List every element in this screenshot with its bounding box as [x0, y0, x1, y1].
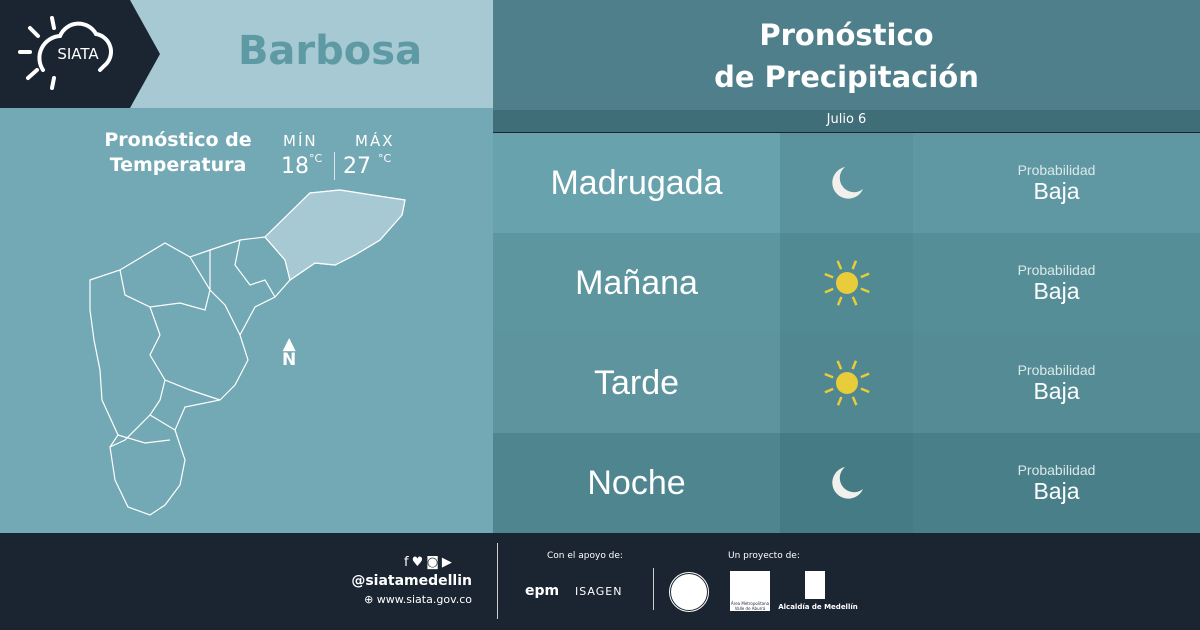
- probability: Probabilidad Baja: [913, 333, 1200, 433]
- probability-value: Baja: [1033, 377, 1080, 404]
- city-name: Barbosa: [237, 28, 423, 74]
- title-line: Pronóstico de: [104, 129, 252, 151]
- probability-label: Probabilidad: [1017, 461, 1096, 478]
- sun-icon: [780, 233, 913, 333]
- divider: [497, 543, 498, 619]
- alcaldia-shield-logo: [805, 571, 825, 599]
- svg-text:SIATA: SIATA: [57, 45, 99, 63]
- probability-value: Baja: [1033, 177, 1080, 204]
- globe-icon: ⊕: [364, 593, 377, 606]
- area-metropolitana-logo: Área Metropolitana Valle de Aburrá: [730, 571, 770, 611]
- alcaldia-logo: Alcaldía de Medellín: [778, 603, 858, 611]
- temperature-title: Pronóstico de Temperatura: [88, 128, 268, 178]
- probability-value: Baja: [1033, 277, 1080, 304]
- forecast-row: Tarde Probabilidad Baja: [493, 333, 1200, 433]
- divider: [334, 152, 335, 180]
- period-label: Madrugada: [493, 133, 780, 233]
- title-line: de Precipitación: [714, 60, 979, 94]
- period-label: Mañana: [493, 233, 780, 333]
- period-label: Tarde: [493, 333, 780, 433]
- moon-icon: [780, 433, 913, 533]
- probability-label: Probabilidad: [1017, 361, 1096, 378]
- probability-label: Probabilidad: [1017, 161, 1096, 178]
- social-icons[interactable]: f♥◙▶: [404, 555, 455, 570]
- max-temp: 27 °C: [343, 152, 392, 179]
- isagen-logo: ISAGEN: [575, 585, 623, 598]
- twitter-icon[interactable]: ♥: [411, 555, 427, 570]
- title-line: Temperatura: [109, 154, 247, 176]
- temperature-panel: [0, 108, 493, 533]
- precipitation-header: [493, 0, 1200, 112]
- social-handle[interactable]: @siatamedellin: [351, 573, 472, 589]
- project-label: Un proyecto de:: [728, 551, 800, 561]
- forecast-date: Julio 6: [493, 110, 1200, 132]
- max-label: MÁX: [355, 132, 395, 150]
- divider: [653, 568, 654, 610]
- probability-label: Probabilidad: [1017, 261, 1096, 278]
- facebook-icon[interactable]: f: [404, 555, 412, 570]
- support-label: Con el apoyo de:: [547, 551, 623, 561]
- youtube-icon[interactable]: ▶: [441, 555, 455, 570]
- probability: Probabilidad Baja: [913, 433, 1200, 533]
- probability: Probabilidad Baja: [913, 233, 1200, 333]
- forecast-row: Mañana Probabilidad Baja: [493, 233, 1200, 333]
- siata-logo: SIATA: [0, 0, 160, 108]
- footer: f♥◙▶ @siatamedellin ⊕ www.siata.gov.co C…: [0, 533, 1200, 630]
- sun-icon: [780, 333, 913, 433]
- precipitation-title: Pronóstico de Precipitación: [493, 14, 1200, 98]
- title-line: Pronóstico: [759, 18, 934, 52]
- period-label: Noche: [493, 433, 780, 533]
- website-link[interactable]: ⊕ www.siata.gov.co: [364, 593, 472, 606]
- instagram-icon[interactable]: ◙: [426, 555, 442, 570]
- moon-icon: [780, 133, 913, 233]
- epm-logo: epm: [525, 583, 560, 599]
- forecast-row: Madrugada Probabilidad Baja: [493, 133, 1200, 233]
- min-temp: 18°C: [281, 152, 323, 179]
- north-indicator: ▲ N: [282, 334, 297, 370]
- forecast-row: Noche Probabilidad Baja: [493, 433, 1200, 533]
- probability-value: Baja: [1033, 477, 1080, 504]
- north-arrow-icon: ▲: [282, 334, 296, 354]
- min-label: MÍN: [283, 132, 318, 150]
- seal-logo: [668, 571, 710, 613]
- probability: Probabilidad Baja: [913, 133, 1200, 233]
- municipality-map: [89, 189, 406, 516]
